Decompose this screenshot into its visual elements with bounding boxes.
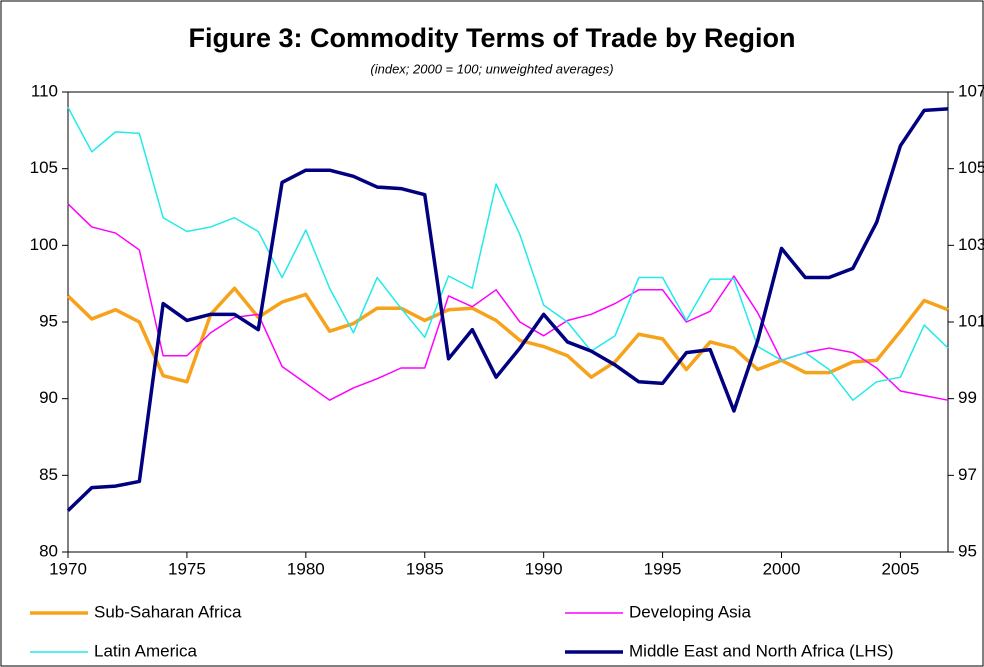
y2-tick-label: 101 <box>958 311 984 330</box>
chart-title: Figure 3: Commodity Terms of Trade by Re… <box>188 23 795 53</box>
legend-label: Developing Asia <box>629 602 751 621</box>
series-line <box>66 286 949 384</box>
x-tick-label: 2000 <box>763 559 801 578</box>
series-line <box>66 107 949 512</box>
x-tick-label: 1970 <box>49 559 87 578</box>
y-tick-label: 90 <box>39 388 58 407</box>
x-tick-label: 1975 <box>168 559 206 578</box>
legend-label: Sub-Saharan Africa <box>94 602 242 621</box>
x-tick-label: 2005 <box>882 559 920 578</box>
y2-tick-label: 103 <box>958 235 984 254</box>
y-tick-label: 100 <box>30 235 58 254</box>
y2-tick-label: 107 <box>958 81 984 100</box>
y-tick-label: 110 <box>31 81 58 100</box>
series-line <box>67 106 949 401</box>
legend-label: Latin America <box>94 641 198 660</box>
y-tick-label: 95 <box>39 311 58 330</box>
x-tick-label: 1985 <box>406 559 444 578</box>
y2-tick-label: 99 <box>958 388 977 407</box>
x-tick-label: 1990 <box>525 559 563 578</box>
x-tick-label: 1980 <box>287 559 325 578</box>
y-tick-label: 80 <box>39 541 58 560</box>
legend-label: Middle East and North Africa (LHS) <box>629 641 894 660</box>
y-tick-label: 105 <box>30 158 58 177</box>
chart-subtitle: (index; 2000 = 100; unweighted averages) <box>370 61 613 76</box>
x-tick-label: 1995 <box>644 559 682 578</box>
y2-tick-label: 97 <box>958 465 977 484</box>
y2-tick-label: 105 <box>958 158 984 177</box>
y2-tick-label: 95 <box>958 541 977 560</box>
y-tick-label: 85 <box>39 465 58 484</box>
